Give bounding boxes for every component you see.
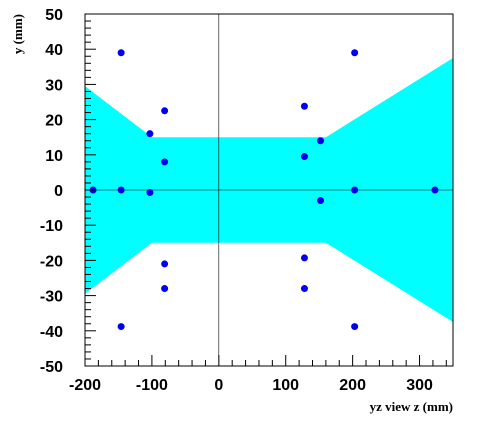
y-tick-label: 50 (45, 7, 63, 24)
data-point (300, 102, 308, 110)
x-tick-label: 100 (272, 377, 299, 394)
data-point (161, 107, 169, 115)
y-tick-label: 40 (45, 42, 63, 59)
y-tick-label: -30 (40, 289, 63, 306)
tick-labels: -200 -100 0 100 200 300-50-40-30-20-100102030… (40, 7, 433, 394)
x-axis-label: yz view z (mm) (370, 399, 453, 414)
data-point (351, 186, 359, 194)
y-tick-label: 30 (45, 77, 63, 94)
data-points (89, 49, 439, 331)
data-point (431, 186, 439, 194)
x-tick-label: 0 (214, 377, 223, 394)
y-tick-label: -10 (40, 218, 63, 235)
y-tick-label: -40 (40, 324, 63, 341)
zero-lines (85, 14, 453, 366)
data-point (317, 197, 325, 205)
y-tick-label: -20 (40, 253, 63, 270)
y-tick-label: -50 (40, 359, 63, 376)
x-tick-label: 300 (406, 377, 433, 394)
x-tick-label: -100 (136, 377, 168, 394)
y-tick-label: 10 (45, 148, 63, 165)
data-point (146, 130, 154, 138)
y-axis-label: y (mm) (10, 14, 25, 54)
data-point (117, 323, 125, 331)
x-tick-label: 200 (339, 377, 366, 394)
data-point (351, 49, 359, 57)
data-point (300, 285, 308, 293)
x-tick-label: -200 (69, 377, 101, 394)
y-tick-label: 20 (45, 113, 63, 130)
data-point (117, 49, 125, 57)
axis-ticks (84, 13, 447, 367)
data-point (351, 323, 359, 331)
data-point (161, 260, 169, 268)
y-tick-label: 0 (54, 183, 63, 200)
data-point (317, 137, 325, 145)
data-point (146, 188, 154, 196)
data-point (300, 254, 308, 262)
data-point (161, 285, 169, 293)
data-point (161, 158, 169, 166)
data-point (300, 153, 308, 161)
data-point (117, 186, 125, 194)
